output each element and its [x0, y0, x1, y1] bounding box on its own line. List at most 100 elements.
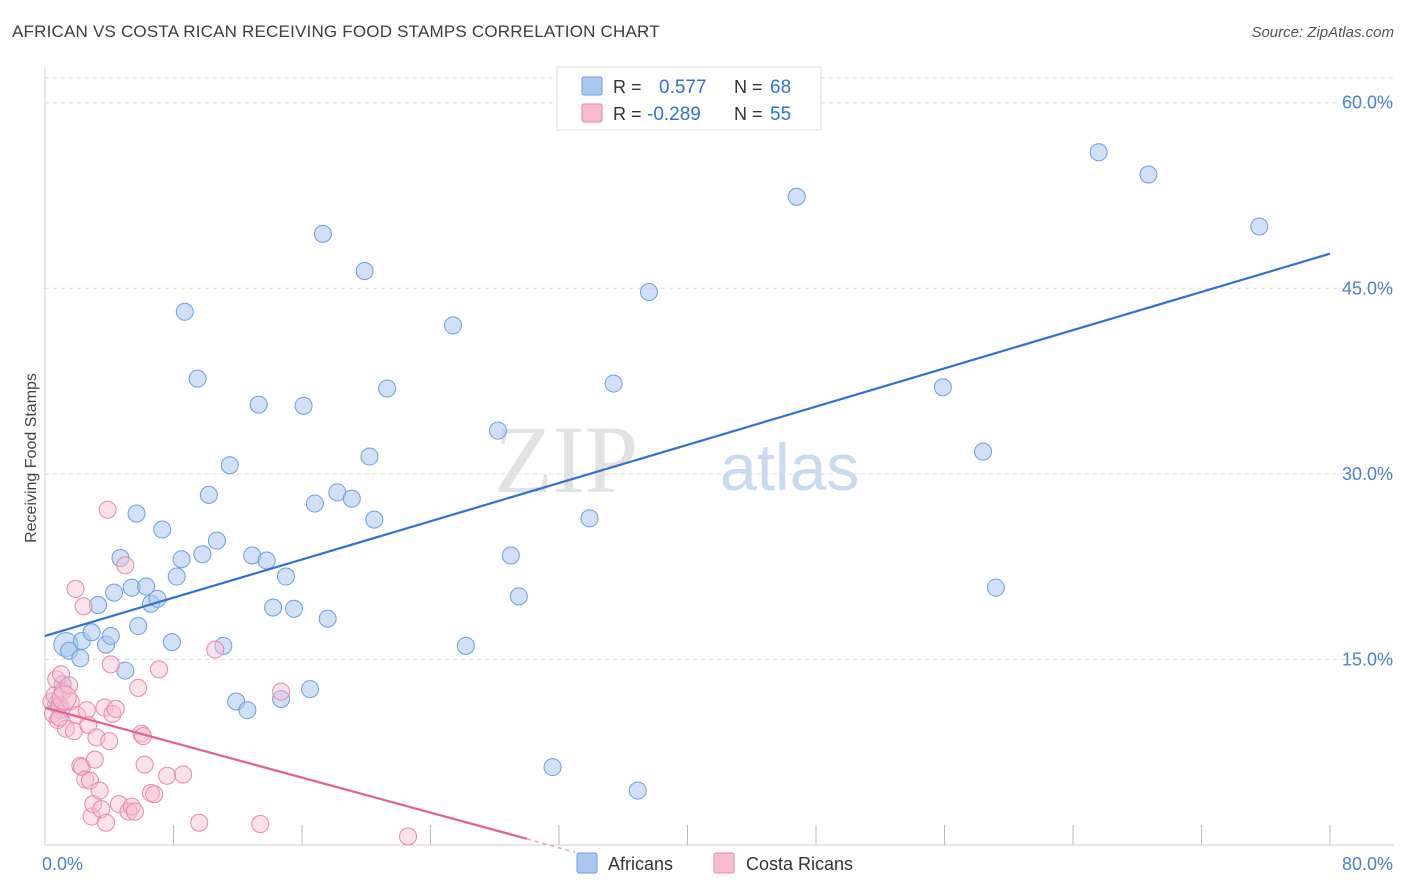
data-point-africans — [105, 583, 124, 602]
data-point-africans — [137, 577, 156, 596]
legend-r-label: R = — [613, 104, 642, 124]
data-point-costa-ricans — [135, 755, 154, 774]
data-point-africans — [986, 578, 1005, 597]
y-tick-label: 30.0% — [1342, 464, 1393, 484]
data-point-africans — [456, 636, 475, 655]
data-point-africans — [355, 261, 374, 280]
data-point-africans — [220, 456, 239, 475]
y-tick-label: 45.0% — [1342, 278, 1393, 298]
bottom-legend-swatch-africans — [576, 852, 598, 874]
data-point-costa-ricans — [125, 802, 144, 821]
trend-line-africans — [44, 252, 1331, 637]
data-point-costa-ricans — [122, 797, 141, 816]
series-africans — [47, 143, 1269, 800]
data-point-africans — [276, 567, 295, 586]
data-point-costa-ricans — [85, 750, 104, 769]
data-point-costa-ricans — [98, 500, 117, 519]
tick-labels: 15.0% 30.0% 45.0% 60.0% 0.0% 80.0% — [42, 93, 1393, 874]
data-point-africans — [162, 633, 181, 652]
data-point-africans — [257, 551, 276, 570]
legend-n-value: 55 — [770, 104, 791, 125]
bottom-legend-costa-ricans: Costa Ricans — [746, 854, 853, 874]
watermark-atlas: atlas — [720, 430, 859, 504]
legend-r-value: -0.289 — [647, 104, 701, 125]
data-point-africans — [127, 504, 146, 523]
data-point-africans — [974, 442, 993, 461]
data-point-costa-ricans — [150, 660, 169, 679]
data-point-africans — [188, 369, 207, 388]
legend-r-value: 0.577 — [659, 77, 707, 98]
data-point-costa-ricans — [101, 655, 120, 674]
data-point-costa-ricans — [74, 597, 93, 616]
data-point-africans — [294, 396, 313, 415]
bottom-legend-africans: Africans — [608, 854, 673, 874]
data-point-africans — [153, 520, 172, 539]
legend-n-label: N = — [734, 104, 763, 124]
data-point-africans — [301, 680, 320, 699]
data-point-costa-ricans — [272, 682, 291, 701]
data-point-africans — [378, 379, 397, 398]
gridlines — [45, 77, 1394, 660]
trend-line-costa-ricans — [44, 706, 528, 840]
series-legend: Africans Costa Ricans — [576, 852, 853, 874]
data-point-costa-ricans — [190, 813, 209, 832]
data-point-africans — [933, 378, 952, 397]
data-point-costa-ricans — [103, 704, 122, 723]
data-point-africans — [101, 626, 120, 645]
data-point-costa-ricans — [158, 766, 177, 785]
data-point-costa-ricans — [119, 802, 138, 821]
data-point-africans — [71, 649, 90, 668]
data-point-africans — [509, 587, 528, 606]
data-point-costa-ricans — [129, 678, 148, 697]
chart-source: Source: ZipAtlas.com — [1251, 24, 1394, 41]
data-point-costa-ricans — [399, 827, 418, 846]
data-point-costa-ricans — [106, 699, 125, 718]
data-point-costa-ricans — [90, 781, 109, 800]
data-point-africans — [318, 609, 337, 628]
data-point-africans — [249, 395, 268, 414]
data-point-africans — [82, 623, 101, 642]
data-point-africans — [360, 447, 379, 466]
data-point-africans — [604, 374, 623, 393]
data-point-africans — [342, 489, 361, 508]
correlation-legend: R = 0.577 N = 68 R = -0.289 N = 55 — [556, 66, 822, 131]
x-tick-label: 0.0% — [42, 854, 83, 874]
legend-swatch-africans — [581, 76, 603, 96]
x-tick-label: 80.0% — [1342, 854, 1393, 874]
data-point-africans — [129, 617, 148, 636]
y-tick-label: 60.0% — [1342, 93, 1393, 113]
data-point-africans — [488, 421, 507, 440]
data-point-costa-ricans — [51, 685, 77, 711]
watermark: ZIP atlas — [494, 406, 859, 513]
legend-n-value: 68 — [770, 77, 791, 98]
data-point-africans — [365, 510, 384, 529]
data-point-africans — [628, 781, 647, 800]
data-point-costa-ricans — [174, 765, 193, 784]
data-point-costa-ricans — [206, 640, 225, 659]
data-point-africans — [787, 187, 806, 206]
data-point-africans — [543, 758, 562, 777]
data-point-africans — [193, 545, 212, 564]
data-point-africans — [1139, 165, 1158, 184]
data-point-africans — [580, 509, 599, 528]
bottom-legend-swatch-costa-ricans — [713, 852, 735, 874]
data-point-africans — [1089, 143, 1108, 162]
data-point-costa-ricans — [66, 579, 85, 598]
trend-line-costa-ricans-extension — [526, 838, 576, 854]
data-point-costa-ricans — [77, 701, 96, 720]
data-point-africans — [89, 596, 108, 615]
data-point-africans — [172, 550, 191, 569]
legend-swatch-costa-ricans — [581, 103, 603, 123]
trend-lines — [44, 252, 1331, 854]
data-point-africans — [272, 690, 291, 709]
data-point-costa-ricans — [80, 771, 99, 790]
data-point-costa-ricans — [145, 785, 164, 804]
data-point-africans — [443, 316, 462, 335]
data-point-costa-ricans — [251, 814, 270, 833]
data-point-africans — [207, 531, 226, 550]
data-point-africans — [199, 485, 218, 504]
data-point-africans — [167, 567, 186, 586]
data-point-costa-ricans — [92, 800, 111, 819]
y-axis-label: Receiving Food Stamps — [23, 373, 40, 543]
